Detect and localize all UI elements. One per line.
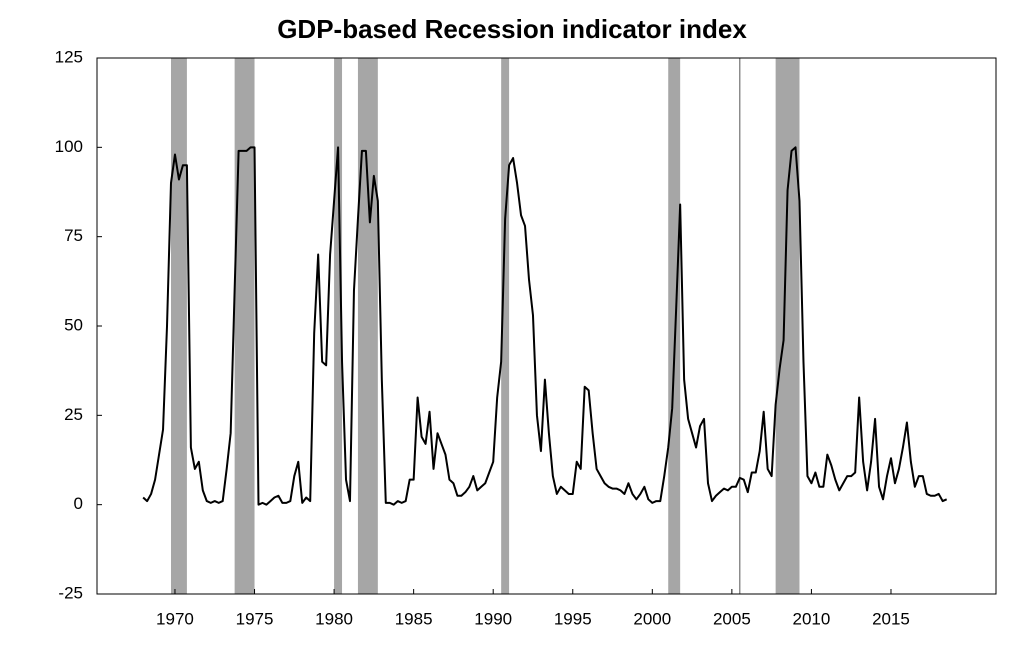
x-tick-label: 2015 bbox=[872, 609, 910, 628]
x-tick-label: 1995 bbox=[554, 609, 592, 628]
y-tick-label: 0 bbox=[74, 494, 83, 513]
recession-band bbox=[170, 58, 187, 594]
x-tick-label: 1985 bbox=[395, 609, 433, 628]
plot-frame bbox=[96, 57, 997, 595]
y-tick-label: 50 bbox=[64, 315, 83, 334]
data-line bbox=[142, 146, 948, 506]
recession-band bbox=[334, 58, 343, 594]
x-tick-label: 1980 bbox=[315, 609, 353, 628]
chart-title: GDP-based Recession indicator index bbox=[277, 14, 747, 44]
x-tick-label: 2005 bbox=[713, 609, 751, 628]
recession-band bbox=[775, 58, 800, 594]
recession-band bbox=[501, 58, 510, 594]
y-tick-label: 125 bbox=[55, 47, 83, 66]
x-tick-label: 1970 bbox=[156, 609, 194, 628]
y-tick-label: 25 bbox=[64, 405, 83, 424]
recession-band bbox=[668, 58, 681, 594]
recession-band bbox=[357, 58, 378, 594]
x-tick-label: 2000 bbox=[633, 609, 671, 628]
x-tick-label: 2010 bbox=[793, 609, 831, 628]
y-tick-label: 75 bbox=[64, 226, 83, 245]
y-tick-label: 100 bbox=[55, 137, 83, 156]
recession-band bbox=[234, 58, 255, 594]
x-tick-label: 1975 bbox=[236, 609, 274, 628]
y-tick-label: -25 bbox=[58, 583, 83, 602]
x-tick-label: 1990 bbox=[474, 609, 512, 628]
